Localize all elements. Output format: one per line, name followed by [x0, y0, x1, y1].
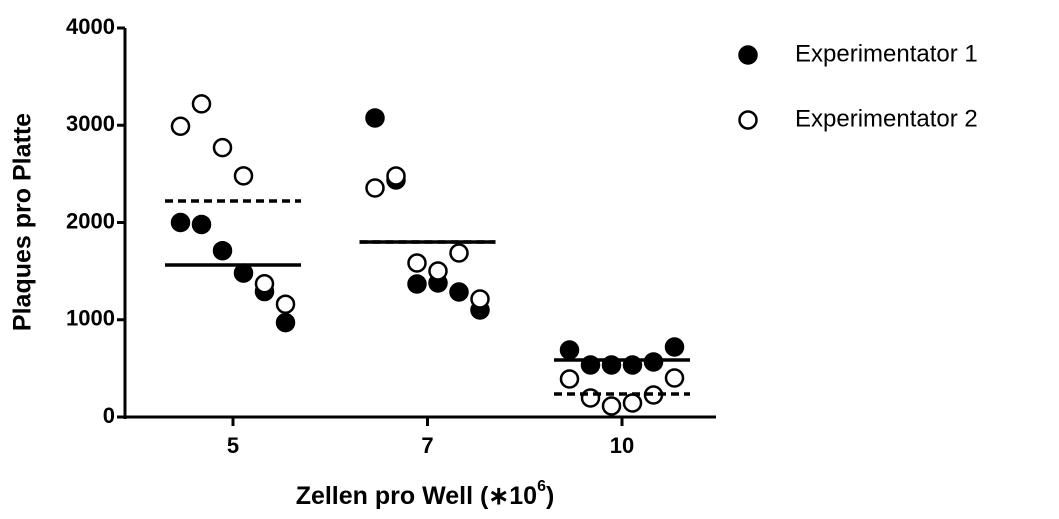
x-label-exponent: 6	[537, 478, 546, 495]
data-point	[580, 388, 601, 408]
data-point	[449, 282, 469, 302]
data-point	[365, 108, 385, 128]
x-tick-label: 10	[610, 433, 634, 458]
x-label-close: )	[546, 482, 554, 510]
data-point	[643, 352, 664, 372]
data-point	[622, 393, 643, 413]
y-tick-label: 0	[103, 403, 115, 428]
data-point	[407, 274, 427, 294]
data-point	[233, 263, 254, 283]
legend-label: Experimentator 1	[795, 40, 978, 67]
data-point	[559, 340, 580, 360]
data-point	[254, 274, 275, 294]
data-point	[449, 243, 469, 263]
x-label-text: Zellen pro Well (∗10	[296, 482, 537, 510]
data-point	[470, 289, 490, 309]
y-tick-label: 3000	[66, 111, 115, 136]
legend-marker	[738, 45, 758, 65]
y-tick-label: 2000	[66, 208, 115, 233]
x-tick-label: 5	[227, 433, 239, 458]
data-point	[191, 94, 212, 114]
data-point	[386, 166, 406, 186]
y-tick-label: 1000	[66, 306, 115, 331]
data-point	[191, 214, 212, 235]
data-point	[428, 261, 448, 281]
y-tick-label: 4000	[66, 14, 115, 39]
data-point	[407, 253, 427, 273]
y-axis-label: Plaques pro Platte	[9, 113, 37, 331]
x-axis-label: Zellen pro Well (∗106)	[296, 478, 555, 509]
data-point	[170, 116, 191, 136]
data-point	[170, 212, 191, 233]
data-point	[275, 312, 296, 333]
data-point	[664, 337, 685, 357]
data-point	[212, 137, 233, 158]
data-point	[275, 294, 296, 314]
data-point	[559, 369, 580, 389]
legend-label: Experimentator 2	[795, 105, 978, 132]
data-point	[601, 396, 622, 416]
data-point	[212, 240, 233, 261]
data-point	[365, 178, 385, 198]
legend-marker	[738, 110, 758, 130]
data-point	[664, 368, 685, 388]
x-tick-label: 7	[421, 433, 433, 458]
data-point	[233, 166, 254, 186]
